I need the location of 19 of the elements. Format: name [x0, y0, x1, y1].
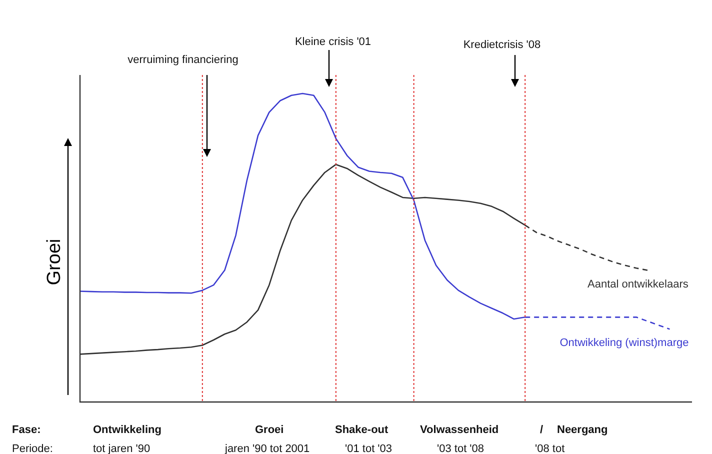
text: tot jaren '90	[93, 442, 150, 454]
text: Kleine crisis '01	[294, 35, 372, 49]
text: Volwassenheid	[420, 423, 499, 437]
text: Kredietcrisis '08	[462, 38, 542, 52]
text: '01 tot '03	[345, 442, 392, 454]
series-label: Aantal ontwikkelaars	[587, 278, 689, 290]
text: Periode:	[12, 442, 53, 454]
text: Groei	[255, 423, 284, 437]
text: Neergang	[557, 423, 608, 437]
y-axis-title: Groei	[43, 238, 66, 288]
text: Fase:	[12, 423, 41, 437]
text: jaren '90 tot 2001	[225, 442, 310, 454]
text: Shake-out	[335, 423, 388, 437]
text: '08 tot	[535, 442, 565, 454]
series-label: Ontwikkeling (winst)marge	[560, 337, 689, 350]
text: Ontwikkeling	[93, 423, 162, 437]
text: /	[540, 423, 544, 437]
text: verruiming financiering	[126, 53, 240, 67]
text: '03 tot '08	[437, 442, 484, 454]
